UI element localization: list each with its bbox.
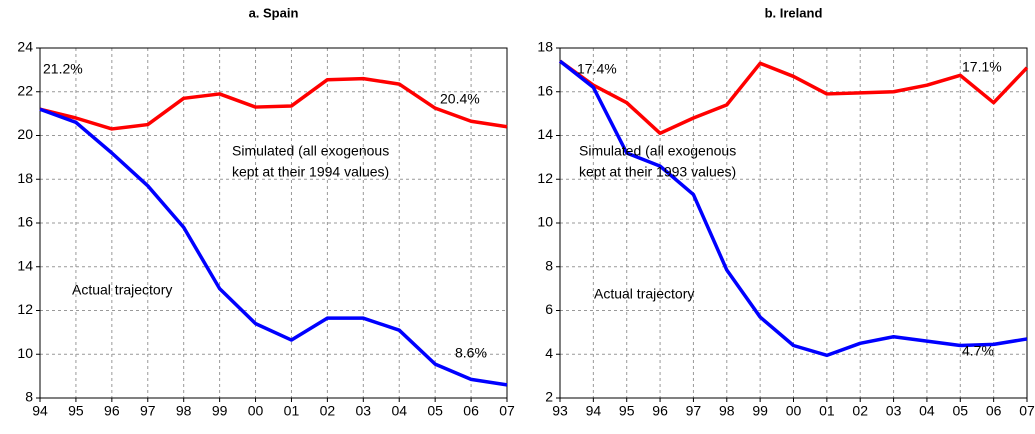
x-tick-label: 05 [952, 403, 968, 419]
x-tick-label: 94 [32, 403, 48, 419]
x-tick-label: 97 [686, 403, 702, 419]
y-tick-label: 12 [537, 170, 553, 186]
x-tick-label: 98 [719, 403, 735, 419]
chart-title: a. Spain [249, 5, 299, 20]
y-tick-label: 12 [17, 301, 33, 317]
x-tick-label: 00 [786, 403, 802, 419]
x-tick-label: 96 [652, 403, 668, 419]
y-tick-label: 16 [17, 214, 33, 230]
y-tick-label: 18 [537, 39, 553, 55]
y-tick-label: 22 [17, 82, 33, 98]
annotation: 8.6% [455, 345, 487, 361]
y-tick-label: 8 [25, 389, 33, 405]
annotation: Actual trajectory [72, 282, 172, 298]
annotation: 20.4% [440, 91, 480, 107]
y-tick-label: 10 [17, 345, 33, 361]
x-tick-label: 99 [212, 403, 228, 419]
y-tick-label: 24 [17, 39, 33, 55]
annotation: 21.2% [43, 61, 83, 77]
x-tick-label: 01 [819, 403, 835, 419]
y-tick-label: 2 [545, 389, 553, 405]
y-tick-label: 16 [537, 82, 553, 98]
x-tick-label: 05 [427, 403, 443, 419]
y-tick-label: 18 [17, 170, 33, 186]
y-tick-label: 14 [537, 126, 553, 142]
line-series [558, 59, 1028, 358]
x-tick-label: 07 [1019, 403, 1035, 419]
x-tick-label: 93 [552, 403, 568, 419]
y-tick-label: 14 [17, 257, 33, 273]
x-tick-label: 98 [176, 403, 192, 419]
annotation: kept at their 1994 values) [232, 164, 389, 180]
x-tick-label: 03 [356, 403, 372, 419]
x-tick-label: 02 [320, 403, 336, 419]
annotation: 17.4% [577, 61, 617, 77]
line-series [39, 107, 508, 387]
y-tick-label: 10 [537, 214, 553, 230]
x-tick-label: 06 [986, 403, 1002, 419]
y-tick-label: 8 [545, 257, 553, 273]
x-tick-label: 02 [852, 403, 868, 419]
annotation: Actual trajectory [594, 286, 694, 302]
y-tick-label: 4 [545, 345, 553, 361]
x-tick-label: 01 [284, 403, 300, 419]
line-series [558, 59, 1029, 136]
y-tick-label: 20 [17, 126, 33, 142]
x-tick-label: 96 [104, 403, 120, 419]
x-tick-label: 04 [391, 403, 407, 419]
chart-title: b. Ireland [765, 5, 823, 20]
annotation: kept at their 1993 values) [579, 164, 736, 180]
annotation: Simulated (all exogenous [232, 143, 389, 159]
y-tick-label: 6 [545, 301, 553, 317]
annotation: Simulated (all exogenous [579, 143, 736, 159]
plot-frame [559, 47, 1028, 399]
annotation: 4.7% [962, 343, 994, 359]
annotation: 17.1% [962, 59, 1002, 75]
x-tick-label: 07 [499, 403, 515, 419]
x-tick-label: 99 [752, 403, 768, 419]
x-tick-label: 03 [886, 403, 902, 419]
x-tick-label: 00 [248, 403, 264, 419]
line-series [39, 76, 508, 131]
x-tick-label: 94 [586, 403, 602, 419]
x-tick-label: 06 [463, 403, 479, 419]
x-tick-label: 95 [619, 403, 635, 419]
x-tick-label: 04 [919, 403, 935, 419]
plot-frame [39, 47, 508, 399]
x-tick-label: 95 [68, 403, 84, 419]
x-tick-label: 97 [140, 403, 156, 419]
